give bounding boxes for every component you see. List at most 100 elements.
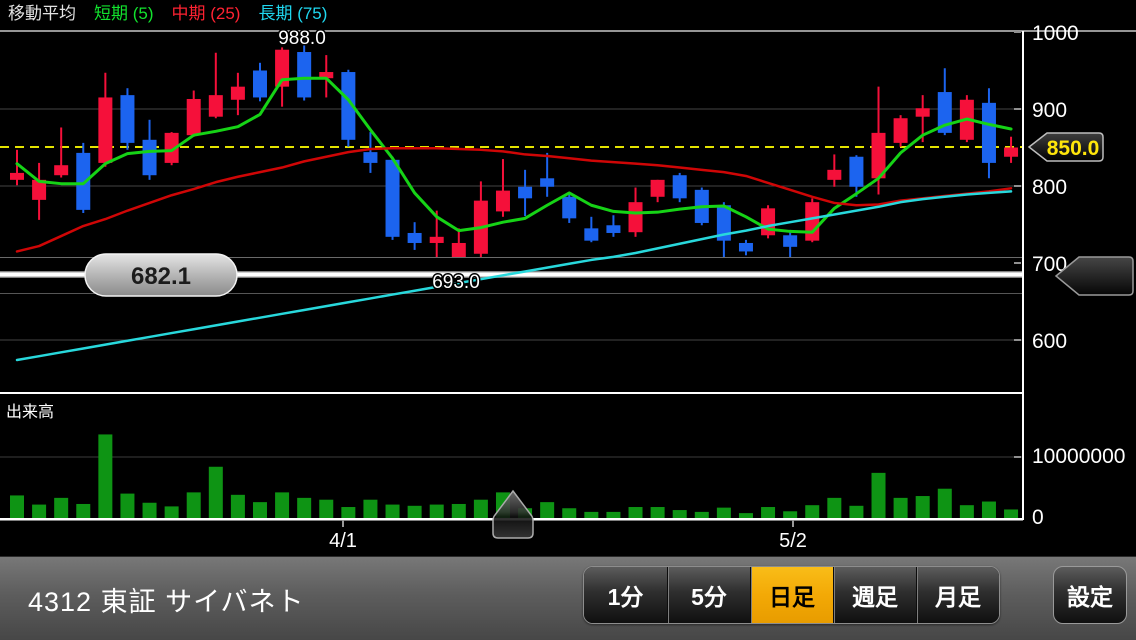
current-price-value: 850.0 <box>1047 137 1100 160</box>
candle-body <box>584 228 599 241</box>
candle-body <box>805 202 820 241</box>
volume-bar <box>1004 509 1019 518</box>
pane-separator <box>0 392 1023 394</box>
period-high-annotation: 988.0 <box>278 28 326 49</box>
candle-body <box>10 172 24 180</box>
volume-bar <box>120 493 135 518</box>
cursor-price-pill[interactable]: 682.1 <box>84 253 238 297</box>
ma75-line <box>15 190 1013 362</box>
volume-bar <box>761 507 776 518</box>
volume-bar <box>805 505 820 518</box>
stock-title: 4312 東証 サイバネト <box>28 586 305 617</box>
candlestick-series <box>10 41 1019 269</box>
volume-axis-label: 10000000 <box>1032 445 1125 468</box>
candle-body <box>186 98 201 136</box>
volume-bar <box>164 506 179 518</box>
candle-body <box>871 132 886 179</box>
volume-bar <box>650 507 665 518</box>
volume-bar <box>827 497 842 518</box>
time-axis-labels: 4/1 5/2 <box>329 520 807 552</box>
cursor-price-value: 682.1 <box>131 263 191 290</box>
volume-bar <box>694 511 709 518</box>
legend-items: 短期 (5) 中期 (25) 長期 (75) <box>94 0 327 24</box>
time-cursor-handle[interactable] <box>492 489 534 539</box>
axis-labels: 1000 900 800 700 600 10000000 0 <box>1032 22 1125 529</box>
price-axis-label: 600 <box>1032 330 1067 353</box>
volume-bar <box>871 472 886 518</box>
candle-body <box>827 169 842 180</box>
volume-bar <box>186 492 201 518</box>
candle-body <box>495 190 510 212</box>
volume-bar <box>142 502 157 518</box>
volume-bar <box>783 511 798 518</box>
ma25-line <box>15 147 1013 253</box>
candle-body <box>54 165 69 176</box>
volume-bar <box>341 507 356 518</box>
candle-body <box>672 175 687 199</box>
candle-body <box>981 102 996 163</box>
volume-bar <box>915 496 930 518</box>
volume-bar <box>98 434 113 518</box>
axis-ticks <box>1014 31 1021 458</box>
candle-body <box>32 179 47 200</box>
price-cursor-handle-arrow[interactable] <box>1054 256 1134 296</box>
candle-body <box>252 70 267 98</box>
volume-bar <box>606 511 621 518</box>
volume-pane-label: 出来高 <box>6 404 55 421</box>
timeframe-selector: 1分 5分 日足 週足 月足 <box>583 566 1000 624</box>
volume-bar <box>319 499 334 518</box>
candle-body <box>562 196 577 219</box>
volume-bar <box>429 504 444 518</box>
candle-body <box>407 232 422 243</box>
volume-bar <box>297 497 312 518</box>
price-axis-label: 700 <box>1032 253 1067 276</box>
volume-bar <box>562 508 577 518</box>
settings-button[interactable]: 設定 <box>1053 566 1127 624</box>
candle-body <box>341 72 356 140</box>
volume-bar <box>32 504 47 518</box>
timeframe-button-月足[interactable]: 月足 <box>916 567 999 623</box>
volume-bar <box>738 513 753 518</box>
candle-body <box>208 95 223 117</box>
volume-bar <box>893 497 908 518</box>
legend-item: 中期 (25) <box>171 3 241 23</box>
candle-body <box>120 95 135 143</box>
candle-body <box>230 86 245 100</box>
volume-bar <box>451 503 466 518</box>
timeframe-button-週足[interactable]: 週足 <box>833 567 916 623</box>
volume-bar <box>937 488 952 518</box>
candle-body <box>518 186 533 199</box>
timeframe-button-日足[interactable]: 日足 <box>750 567 833 623</box>
candle-body <box>915 108 930 117</box>
volume-bar <box>981 501 996 518</box>
y-axis-line <box>1022 31 1024 520</box>
candle-body <box>606 225 621 233</box>
timeframe-button-1分[interactable]: 1分 <box>584 567 667 623</box>
candle-body <box>650 179 665 197</box>
chart-canvas[interactable]: 1000 900 800 700 600 10000000 0 4/1 5/2 988.0 6… <box>0 0 1136 556</box>
volume-bar <box>76 503 91 518</box>
volume-bar <box>385 504 400 518</box>
legend-item: 短期 (5) <box>94 3 154 23</box>
candle-body <box>275 49 290 87</box>
timeframe-button-5分[interactable]: 5分 <box>667 567 750 623</box>
candle-body <box>429 236 444 243</box>
volume-bar <box>363 499 378 518</box>
candle-body <box>319 72 334 79</box>
candle-body <box>297 52 312 98</box>
volume-bar <box>275 492 290 518</box>
candle-body <box>716 205 731 241</box>
current-price-badge: 850.0 <box>1027 132 1104 162</box>
volume-bar <box>208 466 223 518</box>
volume-bar <box>407 505 422 518</box>
price-axis-label: 900 <box>1032 99 1067 122</box>
volume-series <box>10 434 1019 518</box>
price-axis-label: 800 <box>1032 176 1067 199</box>
legend-item: 長期 (75) <box>258 3 328 23</box>
candle-body <box>385 159 400 237</box>
volume-bar <box>10 495 24 518</box>
volume-bar <box>959 505 974 518</box>
volume-bar <box>584 511 599 518</box>
candle-body <box>540 178 555 187</box>
